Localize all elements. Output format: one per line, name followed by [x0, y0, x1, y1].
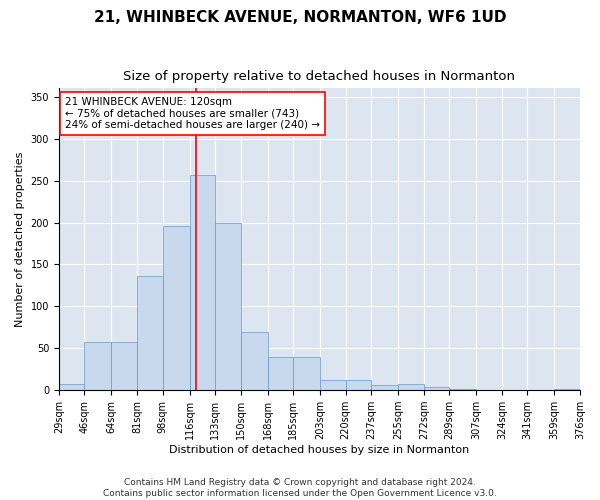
Bar: [320, 380, 346, 390]
Bar: [85, 342, 112, 390]
Title: Size of property relative to detached houses in Normanton: Size of property relative to detached ho…: [124, 70, 515, 83]
Text: 21 WHINBECK AVENUE: 120sqm
← 75% of detached houses are smaller (743)
24% of sem: 21 WHINBECK AVENUE: 120sqm ← 75% of deta…: [65, 96, 320, 130]
Text: Contains HM Land Registry data © Crown copyright and database right 2024.
Contai: Contains HM Land Registry data © Crown c…: [103, 478, 497, 498]
Bar: [268, 356, 293, 390]
Bar: [398, 384, 424, 390]
X-axis label: Distribution of detached houses by size in Normanton: Distribution of detached houses by size …: [169, 445, 470, 455]
Bar: [163, 226, 190, 390]
Y-axis label: Number of detached properties: Number of detached properties: [15, 152, 25, 327]
Bar: [371, 385, 398, 390]
Bar: [424, 387, 449, 390]
Bar: [137, 276, 163, 390]
Bar: [346, 380, 371, 390]
Bar: [215, 222, 241, 390]
Bar: [112, 342, 137, 390]
Bar: [293, 356, 320, 390]
Bar: [190, 174, 215, 390]
Bar: [554, 388, 580, 390]
Bar: [449, 388, 476, 390]
Bar: [241, 332, 268, 390]
Text: 21, WHINBECK AVENUE, NORMANTON, WF6 1UD: 21, WHINBECK AVENUE, NORMANTON, WF6 1UD: [94, 10, 506, 25]
Bar: [59, 384, 85, 390]
